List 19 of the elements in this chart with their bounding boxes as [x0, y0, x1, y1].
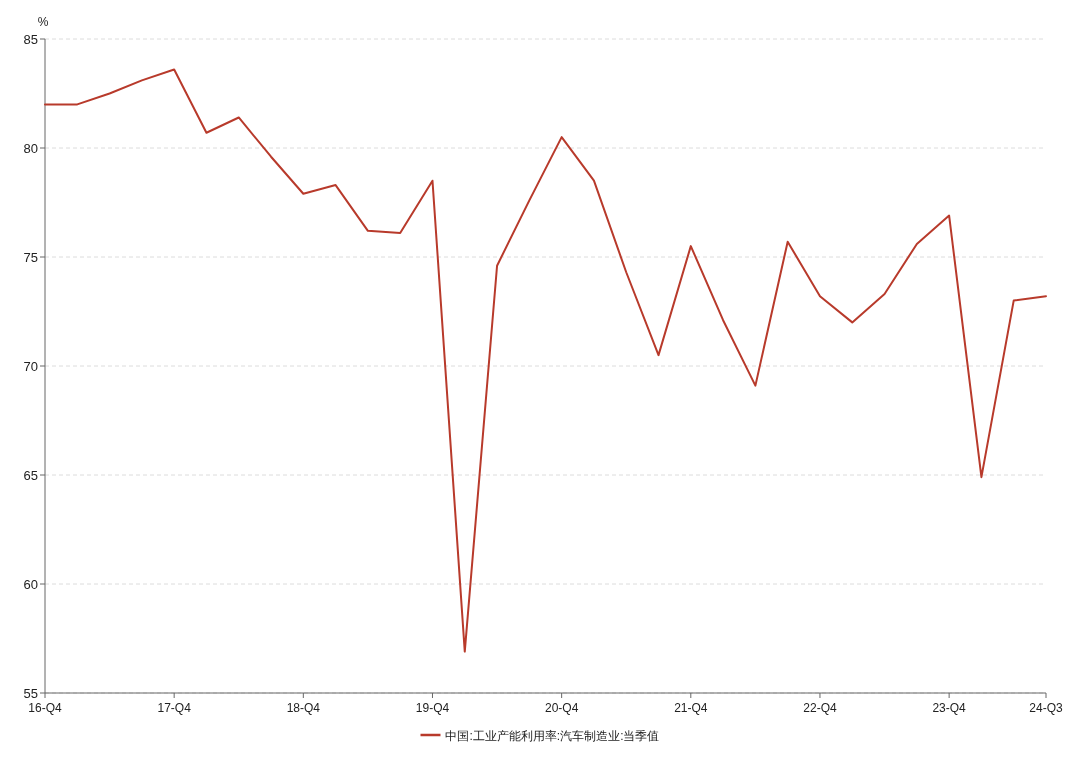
x-tick-label: 23-Q4: [932, 701, 967, 715]
x-tick-label: 17-Q4: [157, 701, 192, 715]
y-tick-label: 55: [23, 685, 38, 701]
x-tick-label: 20-Q4: [544, 701, 579, 715]
y-tick-label: 80: [23, 140, 38, 156]
x-tick-label: 21-Q4: [674, 701, 708, 715]
y-tick-label: 65: [23, 467, 38, 483]
y-tick-label: 60: [23, 576, 38, 592]
x-tick-label: 19-Q4: [415, 701, 450, 715]
y-tick-label: 70: [23, 358, 38, 374]
line-series: [44, 68, 1047, 653]
x-tick-label: 24-Q3: [1029, 701, 1063, 715]
y-tick-label: 75: [23, 249, 38, 265]
y-tick-label: 85: [23, 31, 38, 47]
legend: 中国:工业产能利用率:汽车制造业:当季值: [420, 728, 660, 743]
y-axis-title: %: [37, 15, 49, 29]
x-tick-label: 22-Q4: [803, 701, 837, 715]
x-tick-label: 16-Q4: [28, 701, 62, 715]
x-tick-label: 18-Q4: [286, 701, 321, 715]
